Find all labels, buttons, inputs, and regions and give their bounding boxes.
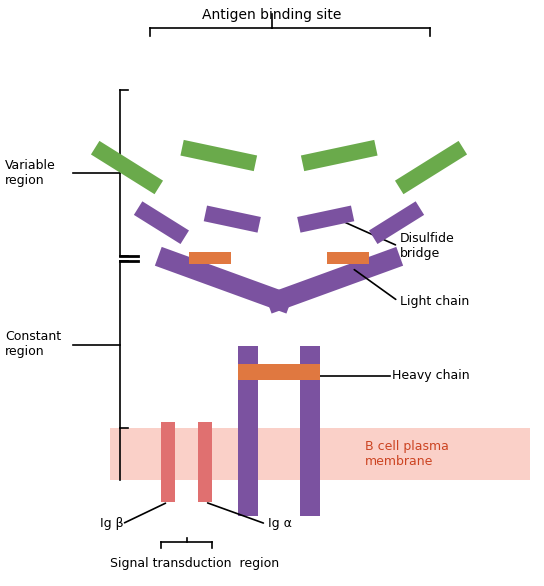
Text: Variable
region: Variable region — [5, 159, 55, 187]
Polygon shape — [181, 140, 257, 171]
Text: Signal transduction  region: Signal transduction region — [110, 557, 280, 571]
Polygon shape — [395, 141, 467, 194]
Polygon shape — [203, 206, 261, 233]
Bar — [300, 346, 320, 516]
Bar — [110, 428, 530, 480]
Polygon shape — [134, 202, 189, 244]
Text: Heavy chain: Heavy chain — [392, 370, 469, 383]
Bar — [198, 422, 212, 502]
Text: B cell plasma
membrane: B cell plasma membrane — [365, 440, 449, 468]
Polygon shape — [155, 247, 293, 314]
Polygon shape — [369, 202, 424, 244]
Bar — [238, 364, 320, 380]
Polygon shape — [327, 252, 369, 264]
Text: Ig β: Ig β — [100, 517, 123, 530]
Polygon shape — [301, 140, 378, 171]
Polygon shape — [297, 206, 354, 233]
Text: Constant
region: Constant region — [5, 331, 61, 359]
Polygon shape — [189, 252, 231, 264]
Polygon shape — [265, 247, 403, 314]
Text: Antigen binding site: Antigen binding site — [202, 8, 342, 22]
Bar — [238, 346, 258, 516]
Bar — [161, 422, 175, 502]
Polygon shape — [91, 141, 163, 194]
Text: Disulfide
bridge: Disulfide bridge — [400, 232, 455, 260]
Text: Light chain: Light chain — [400, 295, 469, 308]
Text: Ig α: Ig α — [268, 517, 292, 530]
